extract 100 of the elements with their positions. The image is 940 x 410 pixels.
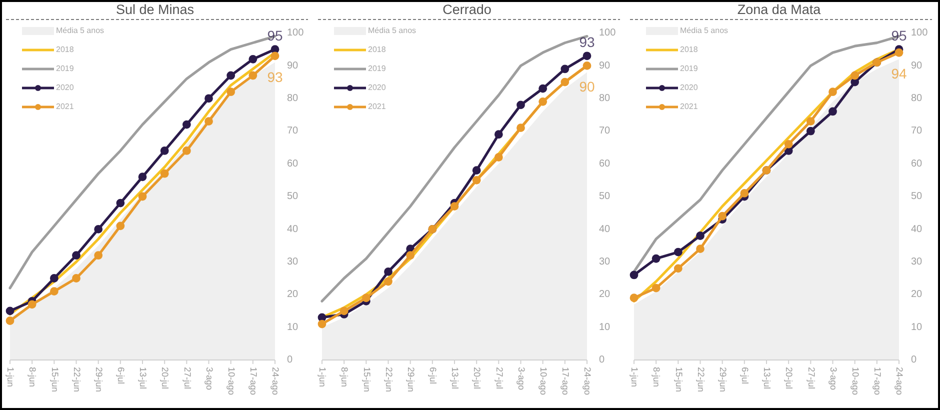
y-tick-label: 100 [287, 28, 304, 39]
x-tick-label: 22-jun [384, 367, 394, 392]
y-tick-label: 60 [911, 158, 923, 170]
point [718, 212, 727, 220]
point [806, 117, 815, 126]
legend-label: 2020 [680, 83, 698, 92]
y-tick-label: 10 [599, 322, 611, 333]
legend-label: 2020 [368, 83, 386, 92]
x-tick-label: 27-jul [182, 367, 192, 390]
legend-label: 2018 [680, 45, 698, 54]
point [696, 232, 704, 240]
point [50, 274, 58, 282]
point [72, 251, 80, 260]
y-tick-label: 80 [287, 93, 299, 104]
x-tick-label: 6-jul [116, 367, 126, 384]
point [652, 254, 660, 263]
y-tick-label: 30 [911, 256, 923, 268]
x-tick-label: 15-jun [50, 367, 60, 392]
x-tick-label: 17-ago [560, 367, 571, 396]
point [850, 71, 860, 80]
x-tick-label: 27-jul [494, 367, 504, 390]
data-label: 94 [891, 66, 907, 82]
point [160, 169, 169, 178]
point [204, 117, 213, 126]
point [516, 100, 525, 110]
point [894, 48, 904, 57]
y-tick-label: 20 [287, 289, 299, 300]
point [182, 120, 191, 129]
y-tick-label: 10 [911, 322, 923, 333]
x-tick-label: 3-ago [516, 367, 526, 390]
x-tick-label: 20-jul [784, 367, 794, 390]
y-tick-label: 20 [599, 289, 611, 300]
point [138, 172, 147, 182]
x-tick-label: 29-jun [406, 367, 416, 392]
y-tick-label: 70 [287, 126, 299, 137]
y-tick-label: 30 [287, 256, 299, 268]
point [340, 306, 348, 316]
point [116, 222, 125, 230]
point [560, 64, 570, 74]
legend-label: 2018 [368, 45, 386, 54]
point [384, 268, 392, 276]
point [384, 277, 392, 286]
legend-label: 2018 [56, 45, 74, 54]
y-tick-label: 70 [911, 126, 923, 137]
legend-label: 2019 [56, 64, 74, 74]
point [582, 62, 592, 70]
point [806, 126, 815, 136]
point [472, 166, 481, 175]
x-tick-label: 13-jul [138, 367, 148, 390]
point [248, 54, 258, 64]
point [226, 88, 236, 96]
y-tick-label: 90 [287, 60, 299, 72]
y-tick-label: 40 [287, 224, 299, 235]
legend-label: Média 5 anos [56, 26, 104, 36]
point [318, 320, 326, 328]
y-tick-label: 50 [599, 191, 611, 202]
point [450, 202, 459, 211]
data-label: 93 [267, 68, 283, 85]
point [362, 294, 370, 302]
x-tick-label: 22-jun [696, 367, 706, 392]
data-label: 95 [891, 27, 907, 44]
x-tick-label: 6-jul [428, 367, 438, 384]
legend-label: 2019 [680, 64, 698, 74]
y-tick-label: 70 [599, 126, 611, 137]
point [674, 264, 682, 273]
point [740, 189, 749, 198]
point [270, 52, 280, 60]
x-tick-label: 22-jun [72, 367, 82, 392]
y-tick-label: 80 [599, 93, 611, 104]
point [6, 306, 14, 316]
point [406, 251, 415, 260]
x-tick-label: 17-ago [872, 367, 883, 396]
legend-label: Média 5 anos [680, 26, 728, 36]
x-tick-label: 27-jul [806, 367, 816, 390]
legend-label: 2020 [56, 83, 74, 92]
x-tick-label: 8-jun [340, 367, 350, 388]
y-tick-label: 90 [599, 60, 611, 72]
point [494, 153, 503, 162]
x-tick-label: 1-jun [6, 367, 16, 388]
x-tick-label: 20-jul [160, 367, 170, 390]
x-tick-label: 1-jun [318, 367, 328, 388]
point [248, 71, 258, 80]
x-tick-label: 10-ago [538, 367, 548, 396]
x-tick-label: 17-ago [248, 367, 259, 396]
y-tick-label: 40 [599, 224, 611, 235]
x-tick-label: 10-ago [850, 367, 860, 396]
point [784, 140, 793, 148]
y-tick-label: 50 [287, 191, 299, 202]
point [630, 294, 638, 302]
point [516, 124, 525, 132]
point [160, 146, 169, 155]
x-tick-label: 20-jul [472, 367, 482, 390]
point [538, 84, 548, 93]
x-tick-label: 1-jun [630, 367, 640, 388]
y-tick-label: 0 [287, 354, 293, 366]
y-tick-label: 100 [599, 28, 616, 39]
x-tick-label: 8-jun [28, 367, 38, 388]
point [182, 146, 191, 155]
point [94, 225, 103, 234]
point [28, 300, 36, 309]
